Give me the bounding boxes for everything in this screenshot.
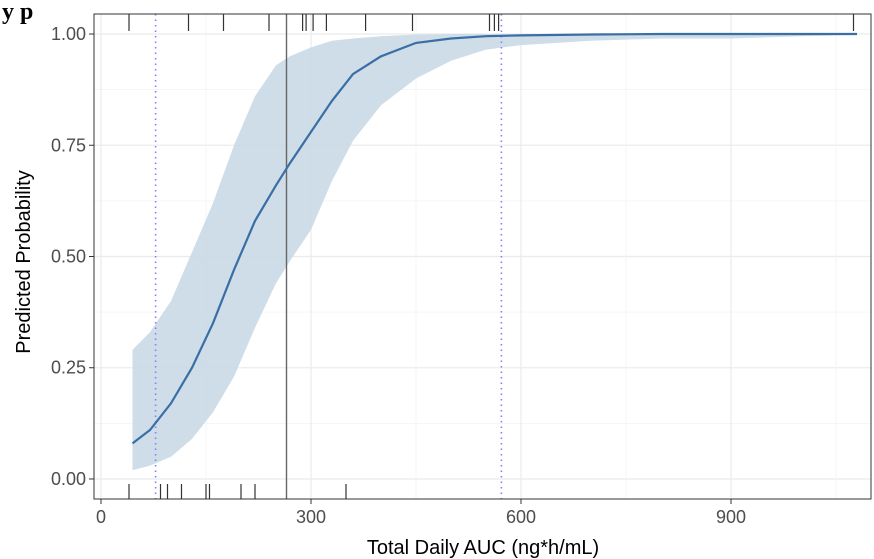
y-axis-label: Predicted Probability xyxy=(13,170,35,353)
y-axis: 0.00 0.25 0.50 0.75 1.00 xyxy=(51,24,94,489)
x-axis-label: Total Daily AUC (ng*h/mL) xyxy=(367,537,599,559)
ribbon-layer xyxy=(132,34,857,471)
y-tick-label: 0.75 xyxy=(51,135,86,155)
y-tick-label: 0.25 xyxy=(51,358,86,378)
x-tick-label: 300 xyxy=(296,507,326,527)
predicted-probability-line xyxy=(131,32,857,445)
y-tick-label: 1.00 xyxy=(51,24,86,44)
confidence-band xyxy=(132,34,857,471)
y-tick-label: 0.00 xyxy=(51,469,86,489)
chart-title: y p xyxy=(2,0,33,25)
line-layer xyxy=(131,32,857,445)
x-tick-label: 600 xyxy=(506,507,536,527)
rug-layer xyxy=(128,14,855,499)
y-tick-label: 0.50 xyxy=(51,247,86,267)
x-tick-label: 0 xyxy=(96,507,106,527)
vline-layer xyxy=(154,14,503,499)
x-tick-label: 900 xyxy=(716,507,746,527)
x-axis: 0 300 600 900 xyxy=(96,499,746,527)
